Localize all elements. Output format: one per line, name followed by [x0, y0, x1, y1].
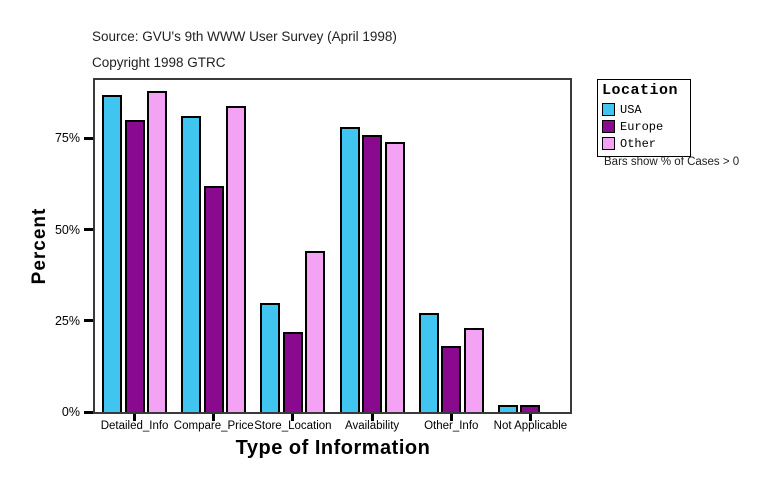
chart-copyright-text: Copyright 1998 GTRC — [92, 55, 226, 70]
legend-item-other: Other — [602, 135, 686, 152]
x-tick-label-2: Compare_Price — [173, 420, 254, 432]
x-tick-5 — [449, 414, 453, 421]
bar-europe-compare-price — [203, 186, 224, 412]
x-tick-label-5: Other_Info — [424, 420, 479, 432]
legend-item-europe: Europe — [602, 118, 686, 135]
bar-other-compare-price — [226, 106, 247, 412]
y-tick-0% — [84, 410, 93, 414]
bar-usa-store-location — [260, 303, 281, 412]
x-tick-label-4: Availability — [345, 420, 400, 432]
legend-swatch-usa — [602, 103, 615, 116]
y-tick-label-25%: 25% — [54, 313, 80, 328]
x-tick-3 — [291, 414, 295, 421]
chart-source-text: Source: GVU's 9th WWW User Survey (April… — [92, 29, 397, 44]
x-tick-label-1: Detailed_Info — [100, 420, 169, 432]
bar-usa-other-info — [418, 313, 439, 412]
bar-europe-other-info — [441, 346, 462, 412]
legend-box: Location USA Europe Other — [597, 79, 691, 157]
y-axis-title: Percent — [29, 207, 50, 285]
bar-other-store-location — [305, 251, 326, 412]
legend-label-usa: USA — [620, 102, 642, 117]
x-tick-6 — [528, 414, 532, 421]
y-tick-label-0%: 0% — [61, 405, 80, 419]
x-tick-label-6: Not Applicable — [493, 420, 568, 432]
legend-swatch-europe — [602, 120, 615, 133]
legend-swatch-other — [602, 137, 615, 150]
x-axis-title: Type of Information — [235, 437, 431, 459]
bar-usa-not-applicable — [497, 405, 518, 412]
bar-europe-store-location — [282, 332, 303, 412]
legend-items: USA Europe Other — [602, 101, 686, 152]
bar-usa-detailed-info — [102, 95, 123, 412]
legend-note: Bars show % of Cases > 0 — [604, 156, 740, 168]
y-tick-50% — [84, 228, 93, 232]
bar-other-other-info — [463, 328, 484, 412]
bar-europe-availability — [362, 135, 383, 412]
plot-area — [93, 78, 572, 414]
bar-usa-availability — [339, 127, 360, 412]
bar-other-detailed-info — [147, 91, 168, 412]
bar-usa-compare-price — [181, 116, 202, 412]
bar-other-availability — [384, 142, 405, 412]
legend-label-europe: Europe — [620, 119, 664, 134]
y-tick-25% — [84, 319, 93, 323]
x-tick-label-3: Store_Location — [254, 420, 332, 432]
bar-europe-not-applicable — [520, 405, 541, 412]
x-tick-1 — [133, 414, 137, 421]
legend-label-other: Other — [620, 136, 657, 151]
y-tick-75% — [84, 136, 93, 140]
x-tick-4 — [370, 414, 374, 421]
bar-europe-detailed-info — [124, 120, 145, 412]
legend-title: Location — [602, 82, 679, 99]
x-tick-2 — [212, 414, 216, 421]
y-tick-label-50%: 50% — [54, 222, 80, 237]
y-tick-label-75%: 75% — [54, 131, 80, 146]
legend-item-usa: USA — [602, 101, 686, 118]
